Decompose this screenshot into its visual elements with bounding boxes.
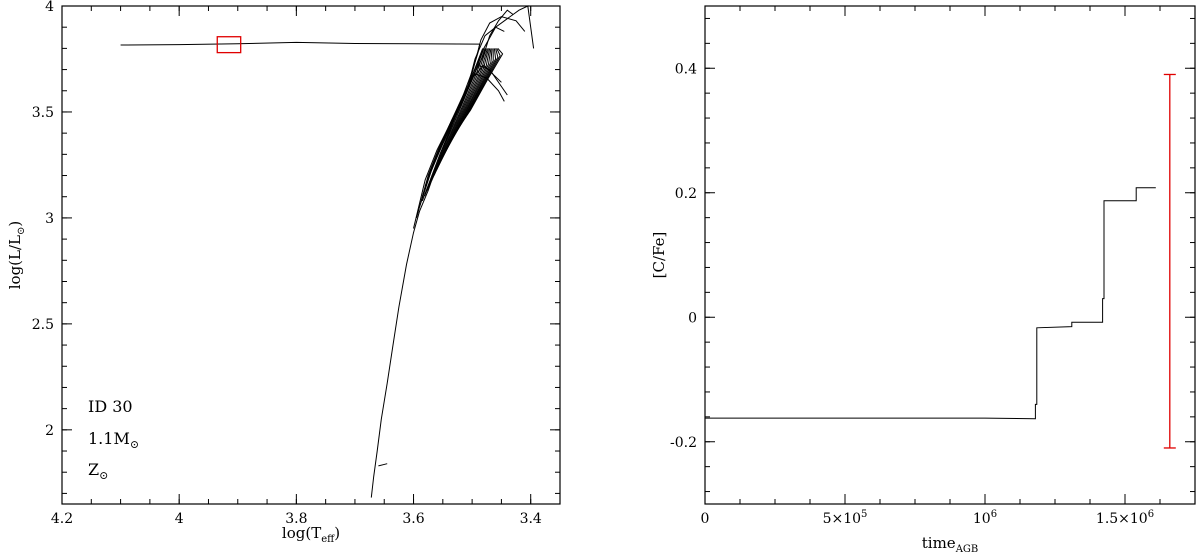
left-plot-frame: [61, 5, 561, 505]
x-tick-label-text: 0: [701, 511, 710, 527]
agb-loop-line: [452, 48, 504, 136]
red-marker-box: [216, 36, 242, 54]
right-x-axis-label: timeAGB: [922, 534, 979, 554]
y-tick-label: 2.5: [32, 317, 54, 333]
x-tick-label: 3.6: [402, 511, 424, 527]
left-y-axis-label: log(L/L⊙): [6, 221, 27, 290]
x-tick-label-text: 3.4: [520, 511, 542, 527]
series-line-2: [416, 5, 535, 219]
y-tick-label: 0: [688, 310, 697, 326]
series-line-0: [120, 41, 481, 498]
x-tick-label: 1.5×106: [1096, 509, 1154, 527]
x-tick-label: 4: [175, 511, 184, 527]
right-plot-frame: [704, 5, 1196, 505]
x-tick-label: 3.8: [285, 511, 307, 527]
annotation-mass: 1.1M⊙: [88, 429, 139, 451]
x-tick-label: 5×105: [823, 509, 868, 527]
series-line-3: [421, 64, 508, 197]
annotation-id: ID 30: [88, 397, 133, 416]
right-series: [705, 187, 1156, 420]
y-tick-label: 0.4: [675, 61, 697, 77]
carbon-abundance-panel: 0 5×105 106 1.5×106 -0.200.20.4 timeAGB [C/…: [650, 5, 1196, 554]
x-tick-label-exponent: 6: [1148, 509, 1154, 520]
x-tick-label: 4.2: [51, 511, 73, 527]
series-line-8: [378, 463, 388, 467]
y-tick-label: 4: [45, 0, 54, 15]
left-x-axis-label: log(Teff): [282, 524, 340, 545]
right-x-ticks: 0 5×105 106 1.5×106: [701, 6, 1196, 527]
x-tick-label-exponent: 5: [861, 509, 867, 520]
agb-loop-line: [426, 48, 486, 191]
left-x-ticks: 4.2 4 3.8 3.6 3.4: [51, 6, 561, 527]
right-y-axis-label: [C/Fe]: [650, 232, 668, 279]
x-tick-label: 106: [973, 509, 997, 527]
x-tick-label: 0: [701, 511, 710, 527]
left-series: [120, 5, 535, 498]
x-tick-label: 3.4: [520, 511, 542, 527]
left-y-ticks: 2 2.5 3 3.5 4: [32, 0, 560, 494]
y-tick-label: 3.5: [32, 105, 54, 121]
x-tick-label-text: 4.2: [51, 511, 73, 527]
y-tick-label: 2: [45, 423, 54, 439]
x-tick-label-exponent: 6: [991, 509, 997, 520]
series-line-0: [705, 187, 1156, 420]
hr-diagram-panel: 4.2 4 3.8 3.6 3.4 2 2.5 3 3.5 4 log(Teff) log(L/…: [6, 0, 561, 545]
annotation-metallicity: Z⊙: [88, 460, 108, 482]
x-tick-label-text: 5×10: [823, 511, 861, 527]
x-tick-label-text: 3.8: [285, 511, 307, 527]
x-tick-label-text: 10: [973, 511, 991, 527]
x-tick-label-text: 4: [175, 511, 184, 527]
y-tick-label: 0.2: [675, 186, 697, 202]
y-tick-label: 3: [45, 211, 54, 227]
series-line-4: [418, 73, 505, 208]
agb-loop-line: [424, 48, 485, 197]
series-line-7: [430, 26, 505, 172]
red-error-bar: [1163, 73, 1176, 449]
y-tick-label: -0.2: [670, 435, 697, 451]
agb-loop-line: [421, 48, 484, 202]
x-tick-label-text: 1.5×10: [1096, 511, 1148, 527]
x-tick-label-text: 3.6: [402, 511, 424, 527]
agb-loop-line: [428, 48, 487, 186]
right-y-ticks: -0.2 0 0.2 0.4: [670, 17, 1195, 493]
series-line-5: [424, 16, 526, 187]
